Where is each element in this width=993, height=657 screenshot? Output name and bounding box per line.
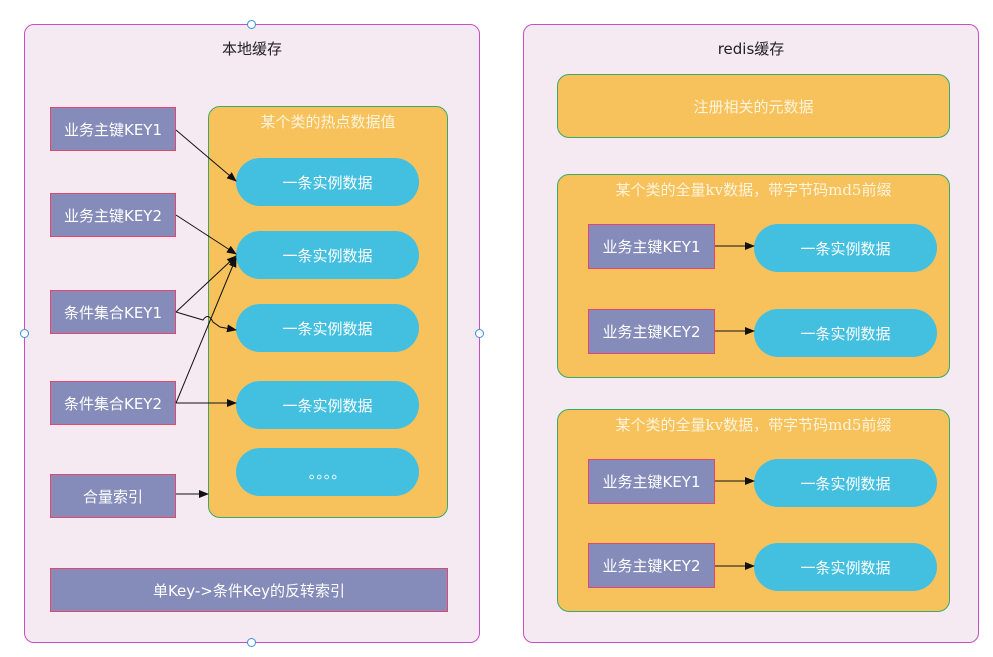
redis-g1-pill-2[interactable]: 一条实例数据 <box>754 309 937 357</box>
reverse-index-bar[interactable]: 单Key->条件Key的反转索引 <box>50 568 448 612</box>
arrow-cond1-pill3 <box>175 311 237 333</box>
redis-group-1-title: 某个类的全量kv数据，带字节码md5前缀 <box>615 181 892 199</box>
resize-handle-right[interactable] <box>475 329 484 338</box>
resize-handle-bottom[interactable] <box>247 638 256 647</box>
local-cache-title: 本地缓存 <box>221 40 282 58</box>
redis-g1-key-2[interactable]: 业务主键KEY2 <box>588 309 715 354</box>
local-pill-2[interactable]: 一条实例数据 <box>236 231 419 279</box>
arrow-key1-pill1 <box>175 129 237 182</box>
redis-g2-pill-2[interactable]: 一条实例数据 <box>754 543 937 591</box>
local-key-3[interactable]: 条件集合KEY1 <box>50 290 176 334</box>
redis-g1-key-1[interactable]: 业务主键KEY1 <box>588 224 715 269</box>
redis-g2-key-1[interactable]: 业务主键KEY1 <box>588 459 715 504</box>
arrow-cond1-pill2 <box>175 255 237 313</box>
redis-g2-pill-1[interactable]: 一条实例数据 <box>754 459 937 507</box>
arrow-key2-pill2 <box>175 214 237 255</box>
hot-data-group-title: 某个类的热点数据值 <box>260 113 396 131</box>
arrow-cond2-pill2 <box>175 257 237 404</box>
redis-g2-key-2[interactable]: 业务主键KEY2 <box>588 543 715 588</box>
resize-handle-top[interactable] <box>247 20 256 29</box>
local-key-4[interactable]: 条件集合KEY2 <box>50 381 176 425</box>
redis-cache-title: redis缓存 <box>717 40 785 58</box>
metadata-box[interactable]: 注册相关的元数据 <box>557 74 950 138</box>
local-pill-3[interactable]: 一条实例数据 <box>236 304 419 352</box>
local-pill-1[interactable]: 一条实例数据 <box>236 158 419 206</box>
local-key-2[interactable]: 业务主键KEY2 <box>50 193 176 237</box>
local-pill-5[interactable]: 。。。。 <box>236 448 419 496</box>
resize-handle-left[interactable] <box>20 329 29 338</box>
local-key-1[interactable]: 业务主键KEY1 <box>50 107 176 151</box>
local-key-5[interactable]: 合量索引 <box>50 474 176 518</box>
redis-group-2-title: 某个类的全量kv数据，带字节码md5前缀 <box>615 416 892 434</box>
redis-g1-pill-1[interactable]: 一条实例数据 <box>754 224 937 272</box>
local-pill-4[interactable]: 一条实例数据 <box>236 381 419 429</box>
